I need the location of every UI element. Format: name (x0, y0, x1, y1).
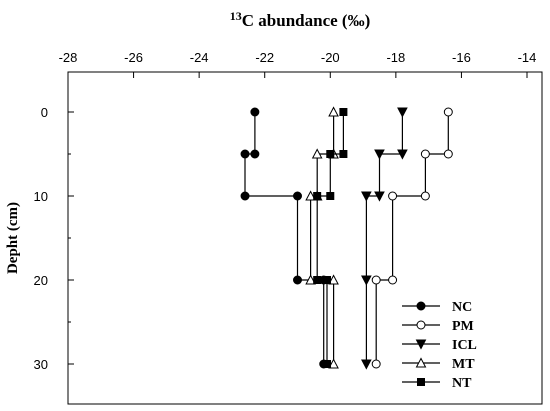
data-point (361, 275, 372, 286)
chart-title-superscript: 13 (230, 9, 242, 23)
data-point (443, 149, 453, 159)
data-point (339, 108, 348, 116)
x-tick-label: -26 (124, 50, 143, 65)
data-point (305, 190, 316, 201)
data-point (361, 359, 372, 370)
y-tick-label: 0 (41, 105, 48, 120)
data-point (388, 275, 398, 285)
series-line-nt (316, 112, 344, 364)
data-point (323, 276, 332, 284)
x-tick-label: -28 (59, 50, 78, 65)
data-point (420, 149, 430, 159)
data-point (250, 107, 260, 117)
data-point (305, 274, 316, 285)
x-tick-label: -16 (452, 50, 471, 65)
legend-item-nc: NC (402, 300, 472, 315)
y-axis-label: Depht (cm) (5, 202, 21, 274)
x-tick-label: -24 (190, 50, 209, 65)
plot-frame (67, 71, 543, 405)
series-line-nc (244, 112, 325, 364)
legend-label: ICL (452, 338, 477, 353)
series-nc (240, 107, 329, 369)
series-mt (305, 106, 339, 369)
data-point (250, 149, 260, 159)
data-point (374, 191, 385, 202)
data-point (326, 150, 335, 158)
data-point (328, 358, 339, 369)
data-point (240, 149, 250, 159)
data-point (293, 191, 302, 201)
x-tick-label: -18 (386, 50, 405, 65)
y-axis: 0 10 20 30 (34, 105, 74, 372)
data-point (293, 275, 302, 285)
y-tick-label: 30 (34, 357, 48, 372)
series-line-mt (310, 112, 335, 364)
data-point (371, 275, 381, 285)
data-point (240, 191, 250, 201)
series-pm (371, 107, 453, 369)
series-line-pm (375, 112, 449, 364)
data-point (328, 106, 339, 117)
data-point (374, 149, 385, 160)
data-point (361, 191, 372, 202)
series-layer (240, 106, 453, 370)
data-point (420, 191, 430, 201)
legend-label: PM (452, 319, 474, 334)
chart-title-main: C abundance (‰) (242, 11, 370, 30)
data-point (443, 107, 453, 117)
legend-label: NC (452, 300, 472, 315)
legend-item-nt: NT (402, 376, 472, 391)
legend-label: NT (452, 376, 472, 391)
legend-label: MT (452, 357, 475, 372)
legend-item-pm: PM (402, 319, 474, 334)
y-tick-label: 20 (34, 273, 48, 288)
data-point (371, 359, 381, 369)
data-point (313, 276, 322, 284)
y-tick-label: 10 (34, 189, 48, 204)
data-point (311, 148, 323, 159)
legend-marker (416, 320, 426, 330)
legend-marker (416, 301, 426, 311)
series-icl (361, 107, 408, 370)
data-point (328, 274, 339, 285)
legend-marker (417, 378, 425, 386)
x-axis: -28 -26 -24 -22 -20 -18 -16 -14 (59, 50, 537, 78)
legend-marker (415, 357, 427, 368)
chart-title: 13C abundance (‰) (230, 9, 370, 30)
legend-item-icl: ICL (402, 338, 477, 353)
legend-marker (415, 339, 427, 350)
data-point (323, 360, 332, 368)
legend: NC PM ICL MT NT (402, 300, 477, 391)
x-tick-label: -14 (518, 50, 537, 65)
data-point (313, 192, 322, 200)
data-point (339, 150, 348, 158)
legend-item-mt: MT (402, 357, 475, 372)
x-tick-label: -22 (255, 50, 274, 65)
data-point (388, 191, 398, 201)
data-point (397, 107, 408, 118)
data-point (397, 149, 408, 160)
data-point (326, 192, 335, 200)
x-tick-label: -20 (321, 50, 340, 65)
series-nt (313, 108, 348, 368)
